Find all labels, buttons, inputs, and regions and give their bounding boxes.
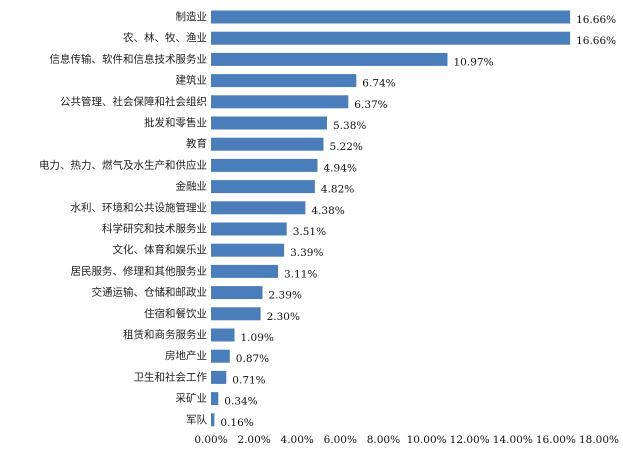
bar-4 [211,95,349,109]
category-label: 卫生和社会工作 [134,370,208,383]
data-label: 0.71% [232,374,265,386]
x-tick-label: 0.00% [194,434,227,446]
bar-18 [211,392,219,406]
bar-14 [211,307,261,321]
bar-2 [211,52,448,66]
data-label: 0.16% [220,417,253,429]
bar-3 [211,74,357,88]
category-label: 文化、体育和娱乐业 [113,243,208,256]
category-label: 电力、热力、燃气及水生产和供应业 [39,158,207,171]
bar-8 [211,180,315,194]
bar-6 [211,137,324,151]
x-tick-label: 10.00% [407,434,447,446]
x-tick-label: 2.00% [237,434,270,446]
data-label: 6.74% [362,78,395,90]
bar-17 [211,370,227,384]
bar-19 [211,413,215,427]
category-label: 制造业 [176,10,208,23]
bar-0 [211,10,571,24]
data-label: 1.09% [241,332,274,344]
bar-13 [211,286,263,300]
x-tick-label: 4.00% [281,434,314,446]
category-label: 房地产业 [165,349,207,362]
data-label: 4.82% [321,184,354,196]
category-label: 建筑业 [176,74,208,87]
data-label: 6.37% [354,99,387,111]
category-label: 金融业 [176,180,208,193]
x-tick-label: 16.00% [536,434,576,446]
bar-7 [211,158,318,172]
bar-12 [211,264,278,278]
category-label: 军队 [186,413,207,426]
data-label: 3.11% [284,268,317,280]
bar-1 [211,31,571,45]
category-label: 教育 [186,137,207,150]
data-label: 16.66% [576,35,616,47]
data-labels: 16.66% 16.66% 10.97% 6.74% 6.37% 5.38% 5.22% 4.… [220,14,616,429]
x-tick-label: 18.00% [579,434,619,446]
bar-16 [211,349,230,363]
x-tick-label: 14.00% [493,434,533,446]
bar-11 [211,243,285,257]
x-axis-tick-labels: 0.00% 2.00% 4.00% 6.00% 8.00% 10.00% 12.00% 14.… [194,434,619,446]
data-label: 2.39% [269,290,302,302]
bar-9 [211,201,306,215]
bar-10 [211,222,287,236]
data-label: 5.38% [333,120,366,132]
data-label: 4.38% [311,205,344,217]
x-tick-label: 12.00% [450,434,490,446]
bar-5 [211,116,327,130]
category-label: 租赁和商务服务业 [123,328,207,341]
data-label: 0.34% [224,396,257,408]
data-label: 3.39% [290,247,323,259]
category-label: 科学研究和技术服务业 [102,222,207,235]
category-label: 批发和零售业 [144,116,207,129]
data-label: 5.22% [330,141,363,153]
data-label: 2.30% [267,311,300,323]
category-label: 水利、环境和公共设施管理业 [71,201,208,214]
data-label: 10.97% [454,56,494,68]
bar-15 [211,328,235,342]
category-labels: 制造业农、林、牧、渔业信息传输、软件和信息技术服务业建筑业公共管理、社会保障和社… [39,10,207,426]
x-tick-label: 6.00% [324,434,357,446]
category-label: 居民服务、修理和其他服务业 [71,264,208,277]
data-label: 3.51% [293,226,326,238]
data-label: 0.87% [236,353,269,365]
category-label: 公共管理、社会保障和社会组织 [60,95,207,108]
data-label: 16.66% [576,14,616,26]
category-label: 交通运输、仓储和邮政业 [92,286,208,299]
category-label: 住宿和餐饮业 [144,307,207,320]
category-label: 信息传输、软件和信息技术服务业 [50,52,208,65]
category-label: 农、林、牧、渔业 [123,31,207,44]
category-label: 采矿业 [176,392,208,405]
x-tick-label: 8.00% [367,434,400,446]
data-label: 4.94% [324,162,357,174]
bars-layer [211,10,571,427]
